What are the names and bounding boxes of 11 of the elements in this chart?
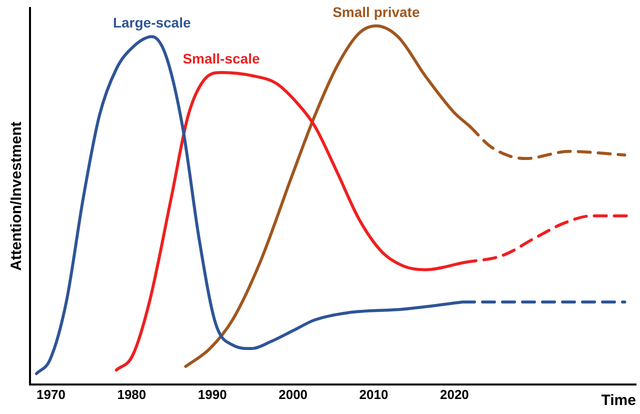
y-axis-title: Attention/Investment bbox=[8, 122, 26, 271]
x-tick-label: 1990 bbox=[198, 386, 227, 402]
series-label: Large-scale bbox=[112, 14, 191, 31]
x-axis-title: Time bbox=[601, 392, 636, 410]
x-tick-label: 1980 bbox=[117, 386, 146, 402]
series-label: Small-scale bbox=[182, 50, 260, 66]
x-tick-label: 2010 bbox=[359, 386, 388, 402]
series-label: Small private bbox=[332, 4, 420, 20]
x-tick-label: 2000 bbox=[278, 386, 308, 402]
x-tick-label: 2020 bbox=[440, 386, 469, 402]
x-tick-label: 1970 bbox=[36, 386, 66, 402]
